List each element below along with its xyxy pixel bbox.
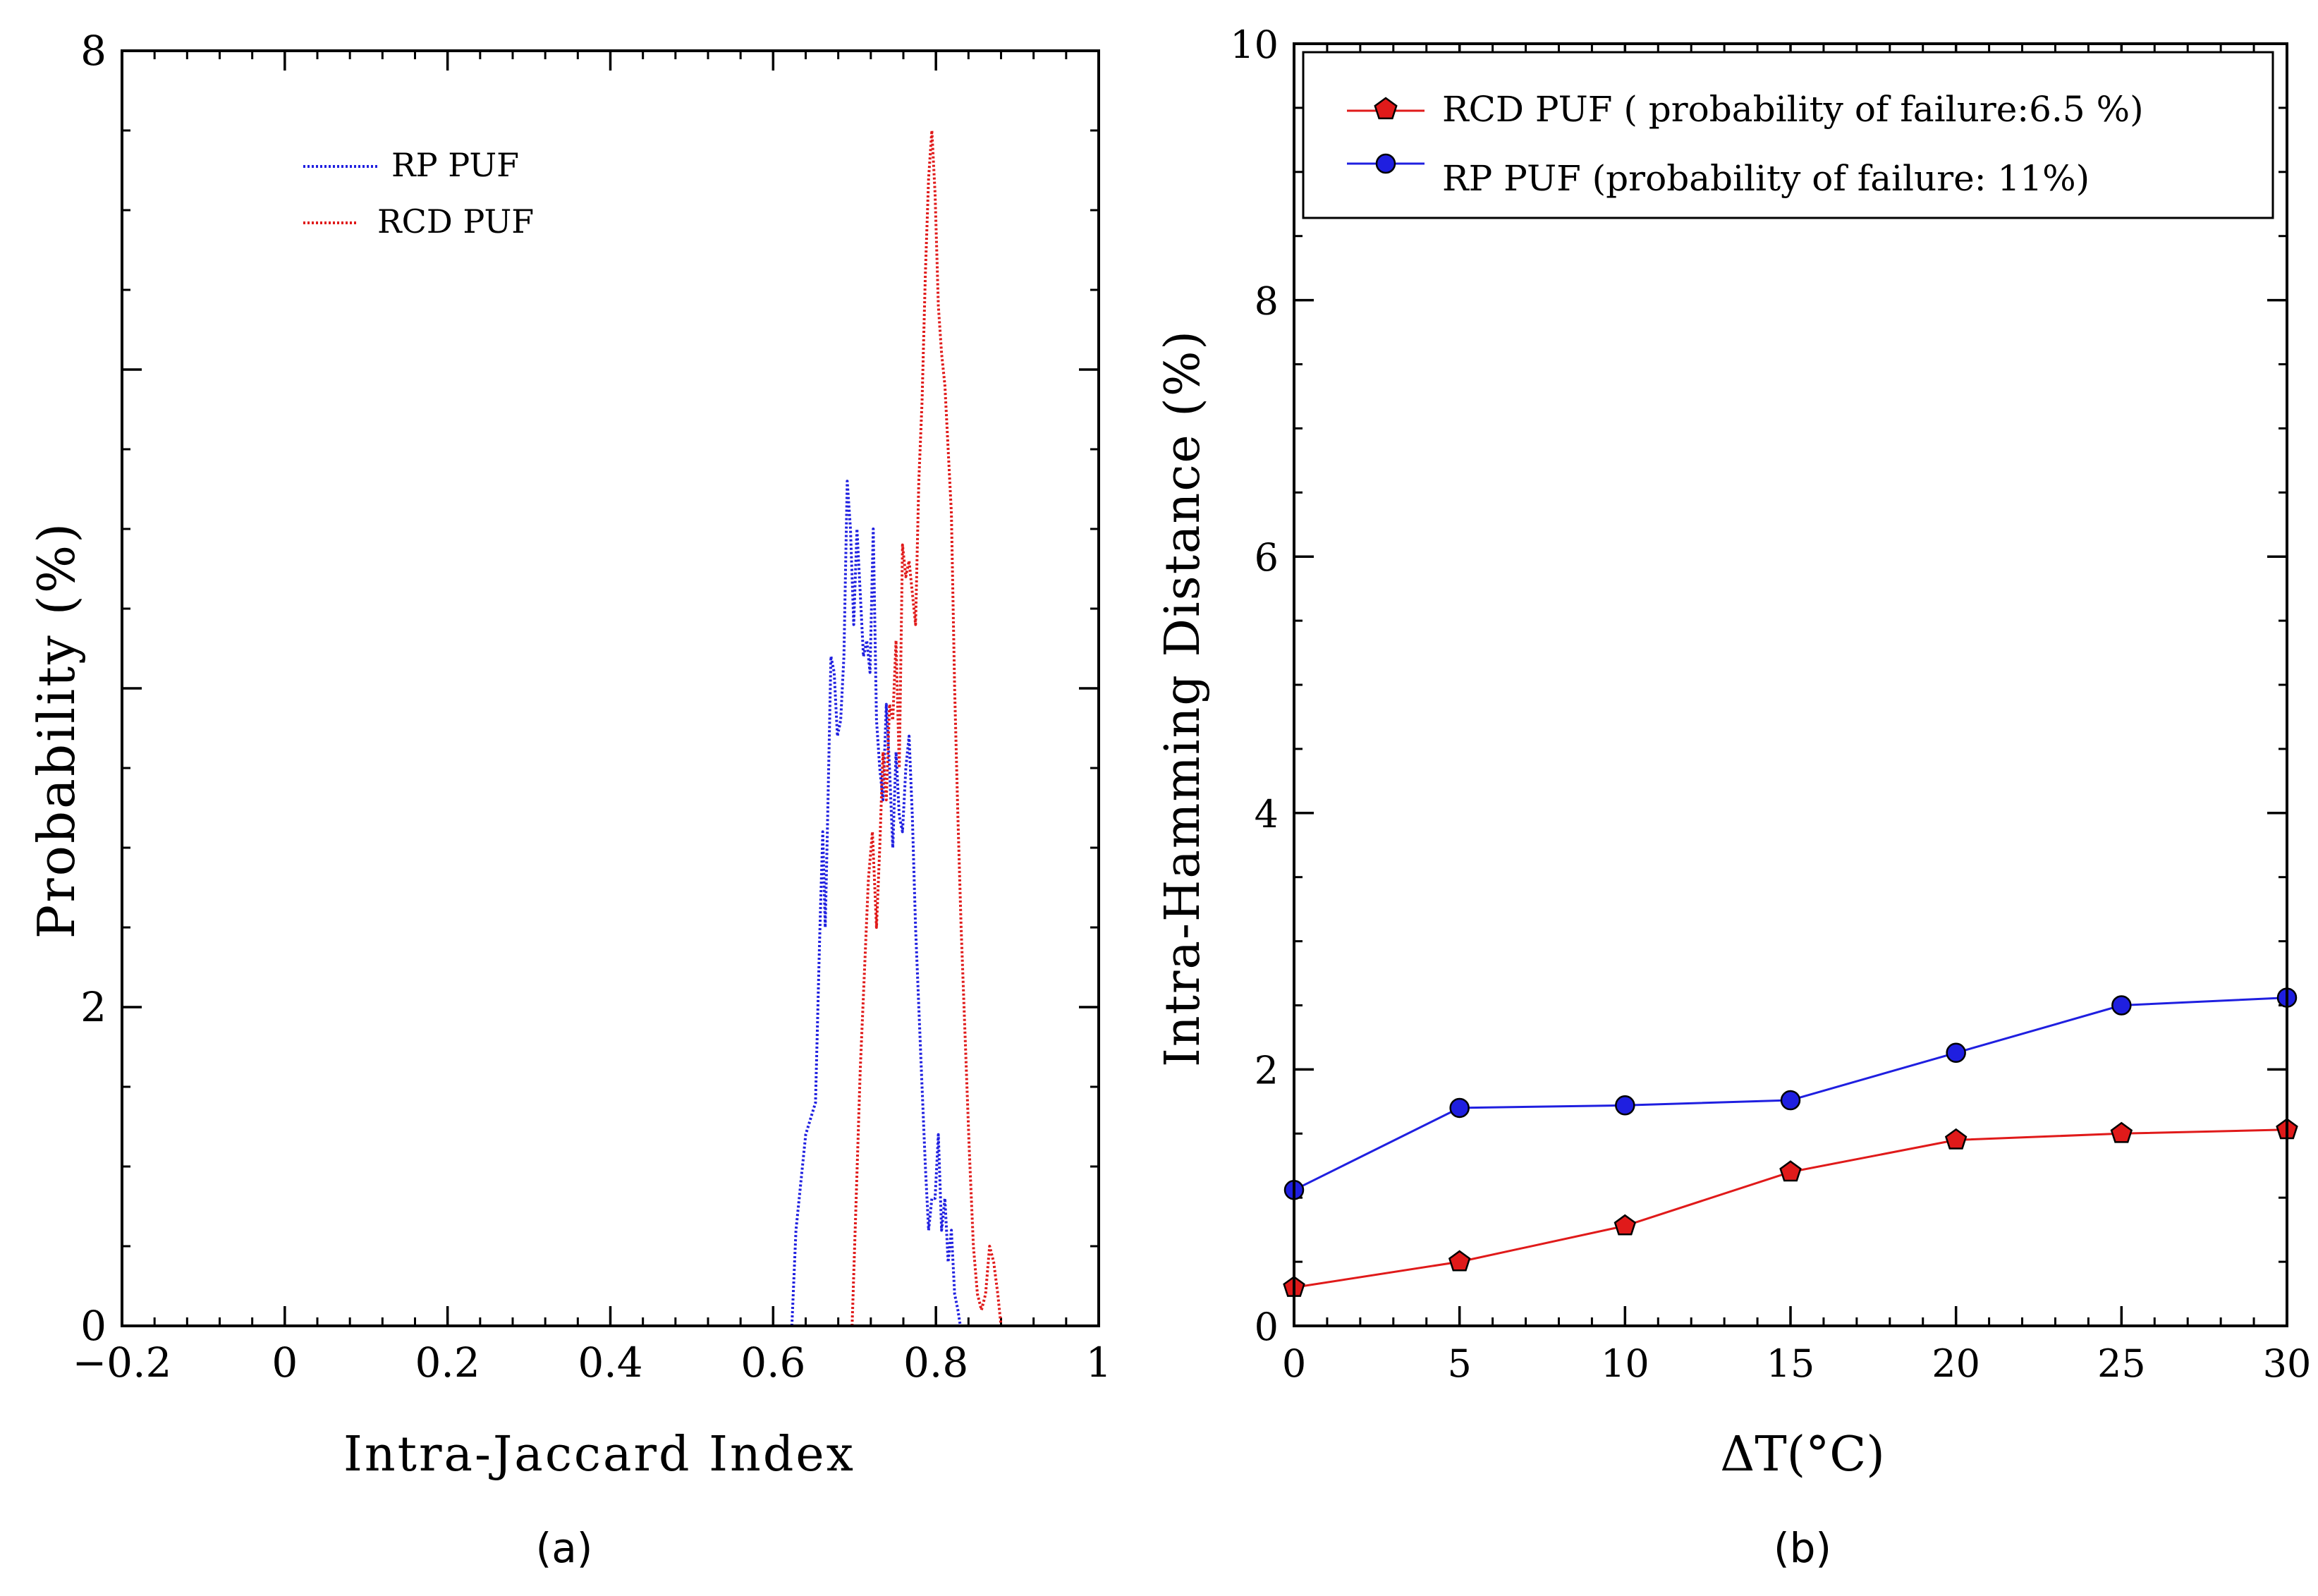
- x-tick-label: 30: [2263, 1341, 2312, 1386]
- x-tick-label: 0: [1282, 1341, 1306, 1386]
- chart-a-minor-ticks: [121, 49, 1100, 1327]
- x-tick-label: −0.2: [73, 1339, 172, 1387]
- y-tick-label: 2: [1255, 1048, 1279, 1092]
- legend-b-rcd-puf-marker: [1374, 97, 1398, 120]
- x-tick-label: 10: [1601, 1341, 1649, 1386]
- legend-a-rp-puf-label: RP PUF: [391, 146, 519, 184]
- y-tick-label: 10: [1230, 23, 1279, 67]
- x-tick-label: 0.6: [740, 1339, 805, 1387]
- x-tick-label: 0.2: [415, 1339, 480, 1387]
- chart-b-panel-label: (b): [1774, 1524, 1831, 1572]
- chart-a: −0.2 0 0.2 0.4 0.6 0.8 1 028 RP PUF RCD PUF In…: [27, 27, 1111, 1572]
- x-tick-label: 15: [1767, 1341, 1815, 1386]
- x-tick-label: 0.4: [578, 1339, 642, 1387]
- chart-b-y-axis-label: Intra-Hamming Distance (%): [1155, 329, 1211, 1067]
- data-point-rcd-puf: [1448, 1250, 1471, 1272]
- chart-b-x-ticks: 0 5 10 15 20 25 30: [1282, 44, 2312, 1386]
- data-point-rcd-puf: [2110, 1121, 2133, 1143]
- chart-a-plot-frame: [121, 49, 1100, 1327]
- chart-a-y-ticks: 0 2 8: [80, 27, 1099, 1350]
- y-tick-label: 0: [1255, 1305, 1279, 1349]
- chart-b-series: [1283, 987, 2298, 1297]
- x-tick-label: 5: [1447, 1341, 1471, 1386]
- x-tick-label: 1: [1086, 1339, 1112, 1387]
- chart-a-series: [790, 129, 1003, 1327]
- chart-a-x-ticks: −0.2 0 0.2 0.4 0.6 0.8 1: [73, 51, 1112, 1387]
- data-point-rp-puf: [1780, 1090, 1801, 1111]
- chart-b-legend: RCD PUF ( probability of failure:6.5 %) …: [1302, 51, 2274, 219]
- chart-b-x-axis-label: ΔT(°C): [1720, 1427, 1885, 1482]
- series-line-rcd-puf: [850, 129, 1003, 1327]
- data-point-rp-puf: [1946, 1042, 1966, 1064]
- series-line-rp-puf: [790, 480, 962, 1327]
- y-tick-label: 6: [1255, 535, 1279, 580]
- data-point-rp-puf: [1615, 1095, 1635, 1116]
- y-tick-label: 8: [80, 27, 106, 75]
- chart-a-y-axis-label: Probability (%): [27, 521, 86, 939]
- data-point-rp-puf: [1449, 1097, 1470, 1119]
- x-tick-label: 0.8: [903, 1339, 968, 1387]
- x-tick-label: 20: [1932, 1341, 1980, 1386]
- y-tick-label: 0: [80, 1302, 106, 1350]
- legend-b-rp-puf-marker: [1375, 153, 1396, 174]
- chart-b-legend-box: [1302, 51, 2274, 219]
- y-tick-label: 8: [1255, 279, 1279, 324]
- data-point-rcd-puf: [1614, 1214, 1637, 1236]
- legend-a-rcd-puf-label: RCD PUF: [377, 202, 534, 240]
- chart-a-panel-label: (a): [536, 1524, 593, 1572]
- data-point-rcd-puf: [1944, 1128, 1968, 1150]
- series-line-rcd-puf: [1293, 1128, 2288, 1289]
- x-tick-label: 25: [2097, 1341, 2146, 1386]
- data-point-rp-puf: [2111, 995, 2132, 1016]
- chart-a-legend: RP PUF RCD PUF: [303, 146, 534, 240]
- y-tick-label: 2: [80, 983, 106, 1031]
- legend-b-rp-puf-label: RP PUF (probability of failure: 11%): [1442, 158, 2090, 199]
- data-point-rcd-puf: [1779, 1160, 1802, 1182]
- chart-b-y-ticks: 0 2 4 6 8 10: [1230, 23, 2287, 1349]
- chart-b-plot-frame: [1293, 42, 2288, 1327]
- chart-a-x-axis-label: Intra-Jaccard Index: [343, 1427, 855, 1482]
- x-tick-label: 0: [272, 1339, 298, 1387]
- chart-b: 0 5 10 15 20 25 30 0 2 4 6 8 10 RCD PUF ( probabili…: [1155, 23, 2311, 1572]
- y-tick-label: 4: [1255, 792, 1279, 836]
- legend-b-rcd-puf-label: RCD PUF ( probability of failure:6.5 %): [1442, 89, 2144, 130]
